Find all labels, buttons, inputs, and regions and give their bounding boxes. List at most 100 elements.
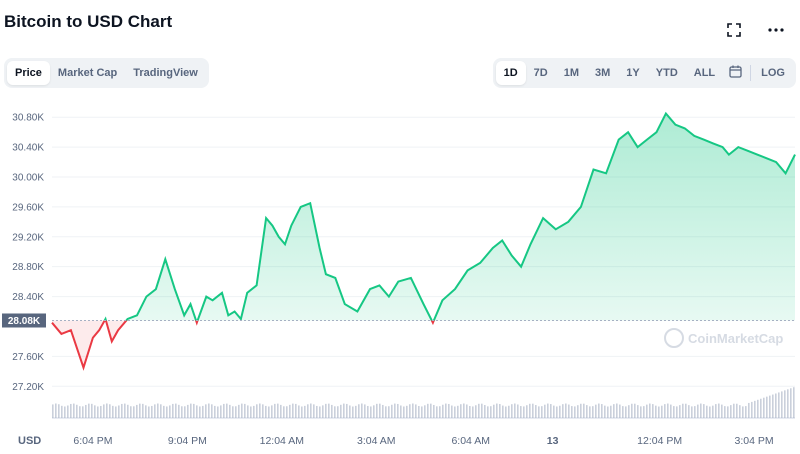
fullscreen-icon[interactable] [724, 20, 744, 40]
volume-bar [322, 405, 324, 418]
volume-bar [358, 404, 360, 418]
volume-bar [556, 406, 558, 418]
volume-bar [241, 403, 243, 418]
volume-bar [547, 403, 549, 418]
volume-bar [388, 406, 390, 418]
volume-bar [223, 403, 225, 418]
volume-bar [52, 404, 54, 418]
volume-bar [127, 404, 129, 418]
y-tick-label: 29.20K [12, 232, 44, 243]
volume-bar [463, 403, 465, 418]
volume-bar [235, 406, 237, 418]
volume-bar [328, 403, 330, 418]
volume-bar [217, 406, 219, 418]
volume-bar [514, 403, 516, 418]
price-line-up [103, 111, 796, 321]
y-tick-label: 30.00K [12, 173, 44, 184]
baseline-tag: 28.08K [2, 313, 46, 328]
volume-bar [283, 406, 285, 418]
volume-bar [379, 403, 381, 418]
volume-bar [568, 404, 570, 418]
volume-bar [277, 403, 279, 418]
log-toggle[interactable]: LOG [761, 67, 785, 79]
volume-bar [757, 399, 759, 418]
volume-bar [457, 405, 459, 418]
volume-bar [340, 404, 342, 418]
volume-bar [112, 405, 114, 418]
volume-bar [139, 403, 141, 418]
volume-bar [361, 403, 363, 418]
currency-label: USD [18, 435, 41, 447]
range-1y[interactable]: 1Y [626, 67, 640, 79]
volume-bar [376, 403, 378, 418]
volume-bar [712, 405, 714, 418]
volume-bar [673, 406, 675, 418]
volume-bar [412, 403, 414, 418]
volume-bar [727, 406, 729, 418]
range-7d[interactable]: 7D [533, 67, 548, 79]
volume-bar [763, 397, 765, 418]
volume-bar [427, 403, 429, 418]
tab-price[interactable]: Price [7, 61, 50, 85]
volume-bar [337, 406, 339, 418]
volume-bar [250, 406, 252, 418]
range-all[interactable]: ALL [693, 67, 716, 79]
range-1m[interactable]: 1M [563, 67, 580, 79]
tab-market-cap[interactable]: Market Cap [57, 67, 118, 79]
volume-bar [76, 404, 78, 418]
volume-bar [373, 405, 375, 418]
volume-bar [634, 403, 636, 418]
volume-bar [274, 403, 276, 418]
x-tick-label: 9:04 PM [168, 435, 207, 447]
chart-actions [724, 20, 786, 40]
volume-bar [385, 406, 387, 418]
volume-bar [481, 403, 483, 418]
volume-bar [721, 404, 723, 418]
volume-bar [625, 406, 627, 418]
volume-bar [343, 403, 345, 418]
range-ytd[interactable]: YTD [655, 67, 678, 79]
volume-bar [151, 405, 153, 418]
volume-bar [103, 404, 105, 418]
volume-bar [202, 405, 204, 418]
volume-bar [289, 404, 291, 418]
volume-bar [100, 405, 102, 418]
volume-bar [775, 393, 777, 418]
volume-bar [577, 405, 579, 418]
range-1d[interactable]: 1D [495, 61, 526, 85]
range-3m[interactable]: 3M [595, 67, 611, 79]
volume-bar [418, 405, 420, 418]
volume-bar [295, 403, 297, 418]
volume-bar [700, 403, 702, 418]
volume-bar [544, 404, 546, 418]
volume-bar [355, 405, 357, 418]
volume-bar [640, 406, 642, 418]
volume-bar [484, 405, 486, 418]
volume-bar [571, 406, 573, 418]
volume-bar [64, 406, 66, 418]
volume-bar [208, 403, 210, 418]
calendar-icon[interactable] [723, 61, 748, 85]
volume-bar [586, 405, 588, 418]
volume-bar [421, 406, 423, 418]
volume-bar [478, 403, 480, 418]
volume-bar [592, 406, 594, 418]
volume-bar [664, 404, 666, 418]
volume-bar [304, 405, 306, 418]
volume-bar [325, 403, 327, 418]
volume-bar [523, 406, 525, 418]
volume-bar [661, 405, 663, 418]
watermark-text: CoinMarketCap [688, 331, 783, 346]
volume-bar [331, 404, 333, 418]
volume-bar [319, 406, 321, 418]
volume-bar [715, 404, 717, 418]
tab-tradingview[interactable]: TradingView [133, 67, 198, 79]
volume-bar [538, 406, 540, 418]
volume-bar [118, 405, 120, 418]
volume-bar [448, 403, 450, 418]
volume-bar [709, 406, 711, 418]
volume-bar [184, 406, 186, 418]
volume-bar [505, 406, 507, 418]
more-icon[interactable] [766, 20, 786, 40]
volume-bar [748, 402, 750, 418]
